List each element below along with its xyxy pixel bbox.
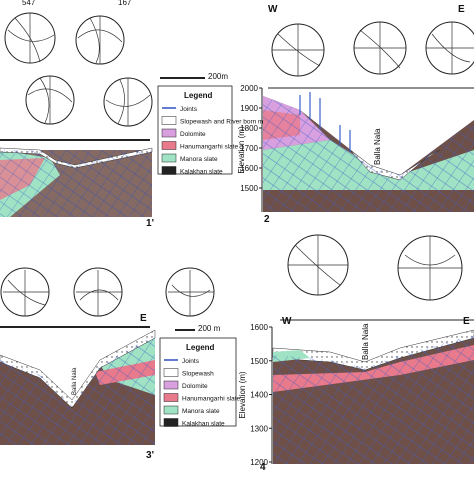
legend-label: Kalakhan slate: [180, 169, 223, 176]
west-label: W: [282, 316, 292, 327]
legend-label: Hanumangarhi slate: [180, 144, 239, 151]
legend-swatch: [161, 141, 177, 150]
legend-swatch: [161, 153, 177, 163]
legend-swatch: [161, 116, 177, 125]
legend-swatch: [163, 380, 179, 390]
legend-swatch: [163, 393, 179, 402]
y-tick-label: 2000: [240, 84, 258, 93]
y-tick-label: 1600: [240, 164, 258, 173]
legend-title: Legend: [184, 91, 213, 100]
legend-label: Dolomite: [182, 383, 208, 390]
legend-label: Joints: [182, 358, 200, 365]
legend-swatch: [163, 368, 179, 377]
place-label: Balla Nala: [373, 128, 382, 165]
y-tick-label: 1400: [250, 391, 268, 400]
legend-title: Legend: [186, 343, 215, 352]
legend-swatch: [161, 166, 177, 175]
legend-label: Slopewash and River born material: [180, 119, 282, 126]
legend-label: Manora slate: [182, 408, 220, 415]
east-label: E: [140, 313, 147, 324]
y-tick-label: 1200: [250, 458, 268, 467]
legend: Legend Joints Slopewash and River born mat…: [161, 91, 282, 176]
y-tick-label: 1300: [250, 424, 268, 433]
place-label: Balla Nala: [72, 367, 78, 395]
panel-4: 1600 1500 1400 1300 1200 Elevation (m) W E B…: [238, 234, 474, 473]
panel-label: 2: [264, 214, 270, 225]
panel-label: 1': [146, 218, 154, 229]
scale-label: 200m: [208, 72, 228, 81]
west-label: W: [268, 4, 278, 15]
panel-label: 3': [146, 450, 154, 461]
y-axis-ticks: 2000 1900 1800 1700 1600 1500: [240, 84, 262, 193]
y-tick-label: 1500: [250, 357, 268, 366]
axis-title: Elevation (m): [237, 126, 246, 173]
legend-label: Hanumangarhi slate: [182, 396, 241, 403]
top-label: 167: [118, 0, 132, 7]
panel-3: Legend Joints Slopewash Dolomite Hanumangarh…: [0, 267, 241, 461]
legend-swatch: [163, 418, 179, 427]
scale-label: 200 m: [198, 324, 221, 333]
place-label: Balla Nala: [361, 323, 370, 360]
panel-2: 2000 1900 1800 1700 1600 1500 Elevation (m) W…: [237, 4, 474, 225]
legend-label: Dolomite: [180, 131, 206, 138]
east-label: E: [458, 4, 465, 15]
legend: Legend Joints Slopewash Dolomite Hanumangarh…: [163, 343, 241, 428]
y-tick-label: 1800: [240, 124, 258, 133]
legend-label: Manora slate: [180, 156, 218, 163]
east-label: E: [463, 316, 470, 327]
y-tick-label: 1500: [240, 184, 258, 193]
y-tick-label: 1600: [250, 323, 268, 332]
panel-label: 4: [260, 462, 266, 473]
y-axis-ticks: 1600 1500 1400 1300 1200: [250, 323, 272, 467]
legend-label: Kalakhan slate: [182, 421, 225, 428]
legend-swatch: [161, 128, 177, 138]
legend-swatch: [163, 405, 179, 415]
legend-label: Slopewash: [182, 371, 214, 378]
top-label: 547: [22, 0, 36, 7]
panel-1: Legend Joints Slopewash and River born mat…: [0, 0, 282, 229]
legend-label: Joints: [180, 106, 198, 113]
y-tick-label: 1700: [240, 144, 258, 153]
y-tick-label: 1900: [240, 104, 258, 113]
axis-title: Elevation (m): [238, 371, 247, 418]
